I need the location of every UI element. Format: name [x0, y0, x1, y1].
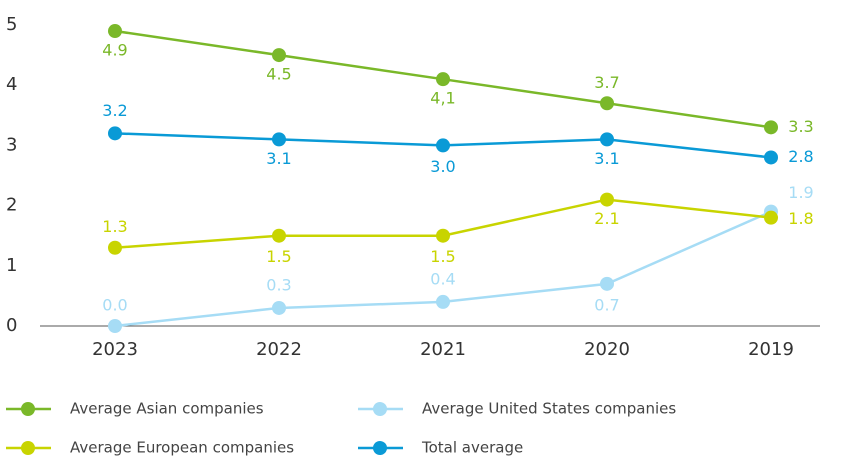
data-label: 3.7 [594, 73, 619, 92]
point [272, 228, 286, 243]
legend-marker [21, 402, 35, 416]
data-label: 2.1 [594, 209, 619, 228]
y-tick-label: 0 [6, 315, 17, 336]
point [272, 300, 286, 315]
point [436, 228, 450, 243]
point [600, 276, 614, 291]
point [600, 192, 614, 207]
point [108, 319, 122, 333]
y-tick-label: 5 [6, 14, 17, 35]
point [600, 132, 614, 147]
point [436, 294, 450, 309]
y-tick-label: 2 [6, 195, 17, 216]
data-label: 3.2 [102, 101, 127, 120]
point [436, 72, 450, 87]
data-label: 3.1 [266, 149, 291, 168]
data-label: 0.0 [102, 296, 127, 315]
data-label: 1.5 [266, 247, 291, 266]
data-label: 3.1 [594, 149, 619, 168]
x-tick-label: 2021 [420, 339, 466, 360]
data-label: 1.9 [788, 183, 813, 202]
data-label: 3.0 [430, 157, 455, 176]
data-label: 4.9 [102, 41, 127, 60]
x-tick-label: 2022 [256, 339, 302, 360]
point [764, 210, 778, 225]
data-label: 1.5 [430, 247, 455, 266]
point [272, 48, 286, 63]
legend-marker [373, 402, 387, 416]
y-tick-label: 1 [6, 255, 17, 276]
legend-label: Total average [421, 439, 523, 457]
legend-label: Average United States companies [422, 400, 676, 418]
point [764, 120, 778, 135]
y-tick-label: 3 [6, 134, 17, 155]
data-label: 0.3 [266, 275, 291, 294]
legend-marker [21, 441, 35, 455]
legend-label: Average European companies [70, 439, 294, 457]
data-label: 1.3 [102, 217, 127, 236]
x-tick-label: 2019 [748, 339, 794, 360]
data-label: 3.3 [788, 117, 813, 136]
y-tick-label: 4 [6, 74, 17, 95]
data-label: 0.4 [430, 269, 455, 288]
point [108, 126, 122, 141]
legend-label: Average Asian companies [70, 400, 264, 418]
data-label: 4,1 [430, 89, 455, 108]
x-tick-label: 2020 [584, 339, 630, 360]
point [108, 240, 122, 255]
point [764, 150, 778, 165]
data-label: 2.8 [788, 147, 813, 166]
legend-marker [373, 441, 387, 455]
x-tick-label: 2023 [92, 339, 138, 360]
point [272, 132, 286, 147]
data-label: 4.5 [266, 65, 291, 84]
point [600, 96, 614, 111]
point [436, 138, 450, 153]
data-label: 1.8 [788, 209, 813, 228]
point [108, 24, 122, 39]
data-label: 0.7 [594, 295, 619, 314]
